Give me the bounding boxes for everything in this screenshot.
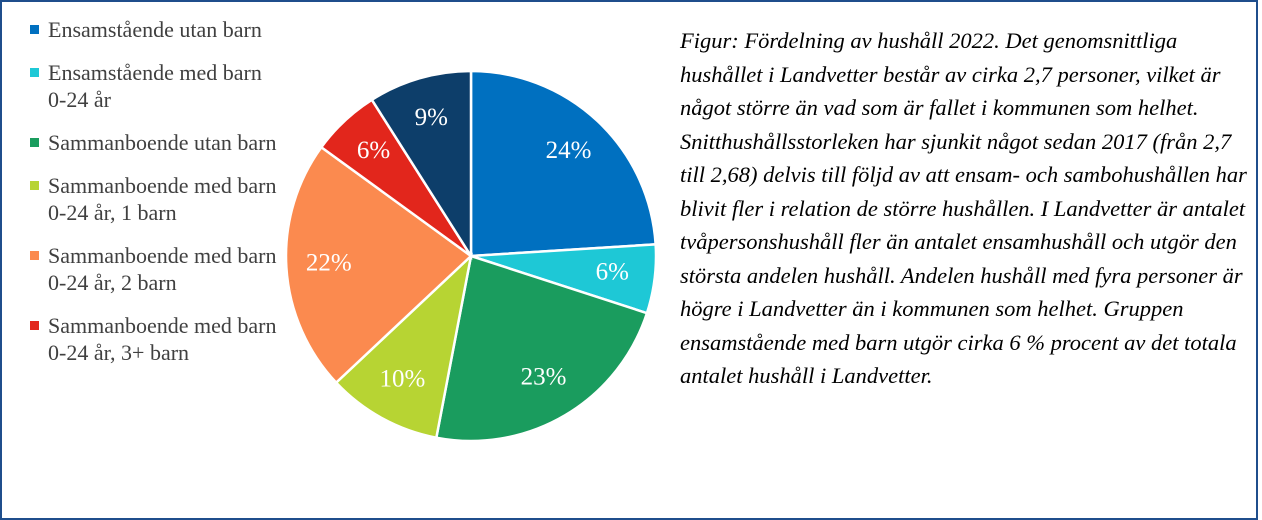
legend-label: Sammanboende utan barn xyxy=(48,130,277,155)
slice-label: 24% xyxy=(546,137,592,164)
slice-label: 6% xyxy=(596,259,629,286)
legend-swatch xyxy=(30,138,39,147)
pie-chart: 24% 6% 23% 10% 22% 6% 9% xyxy=(284,69,658,443)
legend-label: Sammanboende med barn 0-24 år, 3+ barn xyxy=(48,313,277,365)
slice-label: 22% xyxy=(306,250,352,277)
pie-slice xyxy=(284,145,473,385)
legend-label: Sammanboende med barn 0-24 år, 2 barn xyxy=(48,243,277,295)
legend-entry: Sammanboende utan barn xyxy=(28,129,278,156)
slice-label: 6% xyxy=(357,137,390,164)
caption: Figur: Fördelning av hushåll 2022. Det g… xyxy=(680,28,1247,388)
pie-slice xyxy=(334,252,473,440)
pie-slice xyxy=(434,254,649,443)
legend-swatch xyxy=(30,25,39,34)
legend-label: Ensamstående utan barn xyxy=(48,17,262,42)
legend-swatch xyxy=(30,321,39,330)
legend-entry: Sammanboende med barn 0-24 år, 3+ barn xyxy=(28,312,278,366)
legend-entry: Ensamstående utan barn xyxy=(28,16,278,43)
legend-entry: Ensamstående med barn 0-24 år xyxy=(28,59,278,113)
legend-label: Sammanboende med barn 0-24 år, 1 barn xyxy=(48,173,277,225)
slice-label: 10% xyxy=(379,366,425,393)
slice-label: 23% xyxy=(521,363,567,390)
legend-entry: Sammanboende med barn 0-24 år, 2 barn xyxy=(28,242,278,296)
legend-swatch xyxy=(30,68,39,77)
pie-slice xyxy=(370,69,473,261)
legend: Ensamstående utan barn Ensamstående med b… xyxy=(28,16,278,382)
pie-slice xyxy=(469,69,657,258)
legend-label: Ensamstående med barn 0-24 år xyxy=(48,60,262,112)
legend-swatch xyxy=(30,181,39,190)
slice-label: 9% xyxy=(415,104,448,131)
legend-entry: Sammanboende med barn 0-24 år, 1 barn xyxy=(28,172,278,226)
legend-swatch xyxy=(30,251,39,260)
